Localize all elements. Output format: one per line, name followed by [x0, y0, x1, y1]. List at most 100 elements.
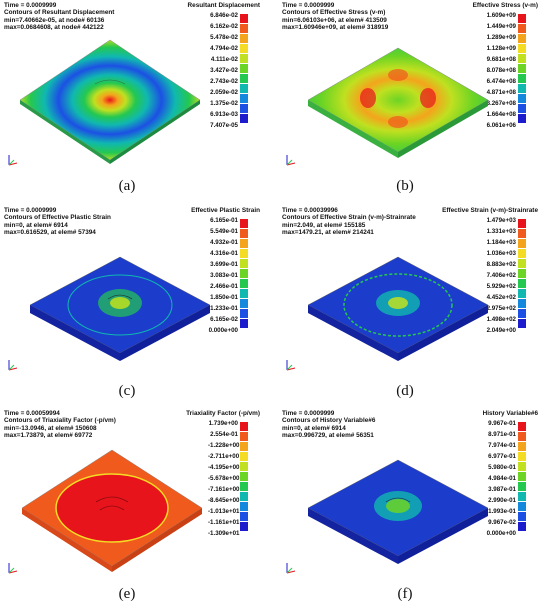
fea-model-stress	[307, 47, 489, 158]
colorbar-tick-label: 6.165e-02	[210, 316, 238, 323]
panel-label: (d)	[396, 383, 414, 399]
panel-header: Time = 0.00039996 Contours of Effective …	[282, 207, 416, 237]
colorbar-swatch	[240, 279, 248, 289]
time-text: Time = 0.00039996	[282, 207, 338, 214]
max-text: max=1.60946e+09, at elem# 318919	[282, 24, 389, 32]
colorbar-ticks: 1.479e+03 1.331e+03 1.184e+03 1.036e+03 8.88…	[486, 217, 516, 338]
colorbar-tick-label: 3.699e-01	[210, 261, 238, 268]
colorbar-swatch	[518, 422, 526, 432]
colorbar	[518, 219, 526, 330]
colorbar-tick-label: 2.743e-02	[210, 78, 238, 85]
colorbar-swatch	[518, 492, 526, 502]
colorbar-swatch	[240, 522, 248, 532]
colorbar-tick-label: -7.161e+00	[208, 486, 240, 493]
colorbar-swatch	[518, 452, 526, 462]
colorbar-swatch	[240, 442, 248, 452]
axis-triad-icon	[286, 155, 296, 166]
colorbar-swatch	[518, 502, 526, 512]
colorbar-tick-label: 5.929e+02	[486, 283, 516, 290]
fea-model-triaxiality	[21, 449, 203, 572]
panel-header: Time = 0.0009999 Contours of History Var…	[282, 410, 375, 440]
colorbar-swatch	[240, 259, 248, 269]
colorbar-swatch	[240, 422, 248, 432]
colorbar-tick-label: 4.316e-01	[210, 250, 238, 257]
panel-label: (c)	[118, 383, 136, 399]
colorbar-tick-label: 9.967e-02	[488, 519, 516, 526]
max-text: max=0.996729, at elem# 56351	[282, 432, 374, 440]
colorbar-tick-label: 8.971e-01	[488, 431, 516, 438]
colorbar-tick-label: 0.000e+00	[486, 530, 516, 537]
contours-text: Contours of Triaxiality Factor (-p/vm)	[4, 417, 116, 425]
colorbar-ticks: 1.609e+09 1.449e+09 1.289e+09 1.128e+09 9.68…	[486, 12, 516, 133]
colorbar-swatch	[518, 269, 526, 279]
colorbar-tick-label: 8.883e+02	[486, 261, 516, 268]
colorbar-swatch	[518, 279, 526, 289]
colorbar-title: Triaxiality Factor (-p/vm)	[186, 410, 260, 417]
max-text: max=0.0684608, at node# 442122	[4, 24, 104, 32]
colorbar-tick-label: 7.974e-01	[488, 442, 516, 449]
panel-label: (f)	[397, 586, 413, 602]
colorbar-tick-label: 6.162e-02	[210, 23, 238, 30]
colorbar-tick-label: -1.228e+00	[208, 442, 240, 449]
panel-header: Time = 0.0009999 Contours of Effective S…	[282, 2, 388, 32]
panel-header: Time = 0.0009999 Contours of Resultant D…	[4, 2, 114, 32]
colorbar-tick-label: -1.013e+01	[208, 508, 240, 515]
colorbar-tick-label: 4.932e-01	[210, 239, 238, 246]
colorbar-tick-label: 2.059e-02	[210, 89, 238, 96]
colorbar-tick-label: 1.289e+09	[486, 34, 516, 41]
colorbar-tick-label: 2.990e-01	[488, 497, 516, 504]
colorbar-swatch	[240, 432, 248, 442]
colorbar-tick-label: 2.049e+00	[486, 327, 516, 334]
min-text: min=-13.0946, at elem# 150608	[4, 424, 97, 432]
colorbar-tick-label: 5.980e-01	[488, 464, 516, 471]
colorbar-tick-label: 4.794e-02	[210, 45, 238, 52]
colorbar-tick-label: 1.128e+09	[486, 45, 516, 52]
colorbar-swatch	[240, 462, 248, 472]
colorbar-tick-label: 6.474e+08	[486, 78, 516, 85]
colorbar-swatch	[240, 299, 248, 309]
colorbar-tick-label: -1.309e+01	[208, 530, 240, 537]
fea-model-history-variable	[307, 459, 489, 564]
colorbar-tick-label: 4.871e+08	[486, 89, 516, 96]
colorbar-tick-label: 1.036e+03	[486, 250, 516, 257]
colorbar-tick-label: -4.195e+00	[208, 464, 240, 471]
colorbar-swatch	[518, 219, 526, 229]
time-text: Time = 0.0009999	[4, 2, 57, 9]
colorbar-swatch	[518, 114, 526, 124]
colorbar-swatch	[518, 522, 526, 532]
colorbar-swatch	[240, 472, 248, 482]
colorbar-ticks: 1.739e+00 2.554e-01 -1.228e+00 -2.711e+00 -4…	[208, 420, 240, 541]
colorbar-title: History Variable#6	[482, 410, 538, 417]
max-text: max=0.616529, at elem# 57394	[4, 229, 96, 237]
colorbar-swatch	[240, 104, 248, 114]
colorbar-tick-label: -2.711e+00	[208, 453, 240, 460]
colorbar-swatch	[518, 299, 526, 309]
colorbar-ticks: 6.846e-02 6.162e-02 5.478e-02 4.794e-02 4.11…	[208, 12, 238, 133]
colorbar	[518, 422, 526, 533]
colorbar-tick-label: 1.664e+08	[486, 111, 516, 118]
axis-triad-icon	[8, 563, 18, 574]
time-text: Time = 0.0009999	[282, 2, 335, 9]
panel-d: Time = 0.00039996 Contours of Effective …	[278, 205, 548, 405]
colorbar-swatch	[518, 34, 526, 44]
max-text: max=1479.21, at elem# 214241	[282, 229, 374, 237]
colorbar-ticks: 6.165e-01 5.549e-01 4.932e-01 4.316e-01 3.69…	[208, 217, 238, 338]
colorbar-swatch	[240, 14, 248, 24]
colorbar-swatch	[518, 512, 526, 522]
colorbar-tick-label: 6.977e-01	[488, 453, 516, 460]
contours-text: Contours of History Variable#6	[282, 417, 376, 425]
colorbar-swatch	[240, 219, 248, 229]
colorbar-swatch	[518, 54, 526, 64]
panel-c: Time = 0.0009999 Contours of Effective P…	[0, 205, 270, 405]
colorbar	[518, 14, 526, 125]
colorbar-swatch	[240, 44, 248, 54]
colorbar-tick-label: 2.466e-01	[210, 283, 238, 290]
colorbar-swatch	[240, 492, 248, 502]
colorbar-swatch	[240, 319, 248, 329]
time-text: Time = 0.00059994	[4, 410, 60, 417]
colorbar-tick-label: -8.645e+00	[208, 497, 240, 504]
panel-label: (e)	[118, 586, 136, 602]
colorbar-swatch	[518, 309, 526, 319]
colorbar-tick-label: 3.267e+08	[486, 100, 516, 107]
colorbar-tick-label: 5.478e-02	[210, 34, 238, 41]
